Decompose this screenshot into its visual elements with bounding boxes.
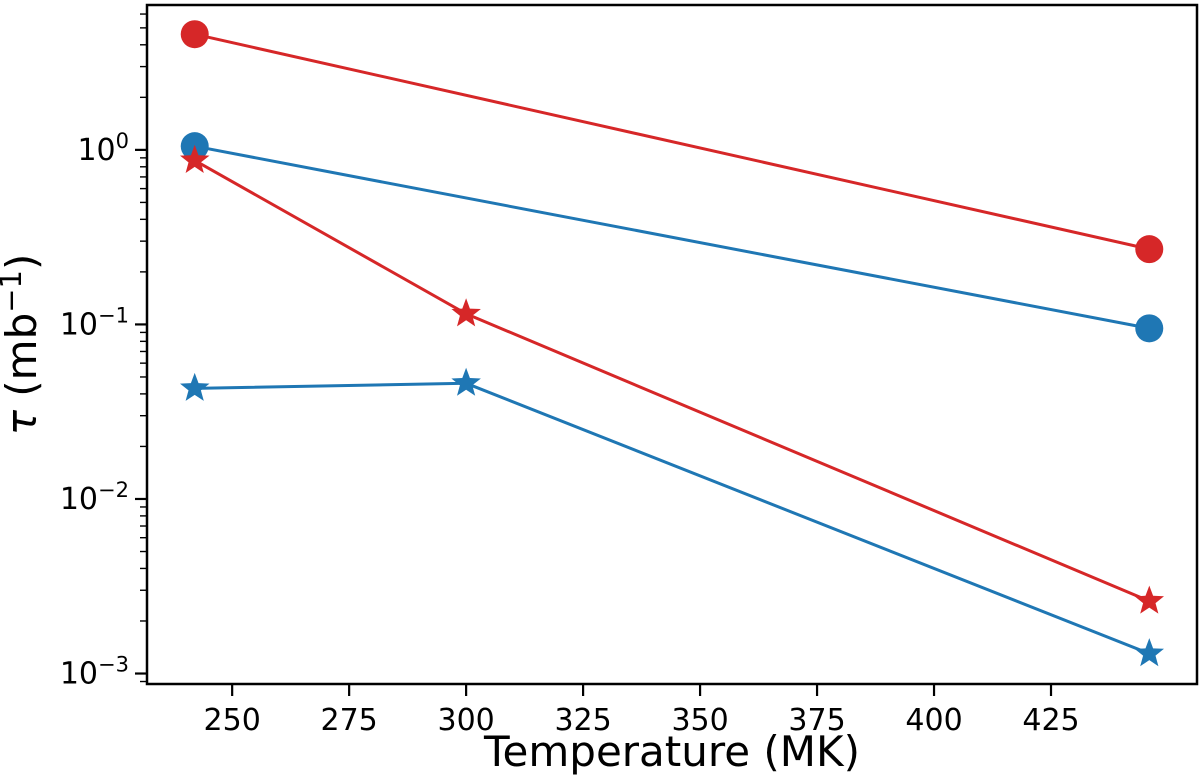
marker-circle xyxy=(1135,235,1164,264)
marker-star xyxy=(1134,585,1164,614)
marker-circle xyxy=(1135,314,1164,343)
x-tick-label: 350 xyxy=(671,703,728,738)
x-tick-label: 300 xyxy=(437,703,494,738)
y-tick-label: 10−2 xyxy=(60,478,129,517)
marker-star xyxy=(1134,638,1164,667)
marker-star xyxy=(180,372,210,401)
plot-frame xyxy=(145,3,1199,686)
y-axis-label: τ (mb−1) xyxy=(0,254,46,436)
series-blue-circles xyxy=(180,132,1164,343)
y-tick-label: 10−3 xyxy=(60,653,129,692)
x-tick-label: 425 xyxy=(1022,703,1079,738)
marker-circle xyxy=(180,20,209,49)
marker-star xyxy=(451,298,481,327)
x-tick-label: 375 xyxy=(788,703,845,738)
x-tick-label: 400 xyxy=(905,703,962,738)
series-red-circles xyxy=(180,20,1164,264)
y-axis-ticks: 100 10−1 10−2 10−3 xyxy=(60,129,147,692)
x-tick-label: 250 xyxy=(204,703,261,738)
series-red-stars xyxy=(180,144,1164,614)
marker-star xyxy=(451,367,481,396)
x-tick-label: 325 xyxy=(554,703,611,738)
y-tick-label: 10−1 xyxy=(60,303,129,342)
x-tick-label: 275 xyxy=(321,703,378,738)
x-axis-label: Temperature (MK) xyxy=(483,727,860,775)
y-tick-label: 100 xyxy=(77,129,129,168)
x-axis-ticks: 250 275 300 325 350 375 400 425 xyxy=(204,684,1080,738)
series-blue-stars xyxy=(180,367,1164,667)
marker-star xyxy=(180,144,210,173)
